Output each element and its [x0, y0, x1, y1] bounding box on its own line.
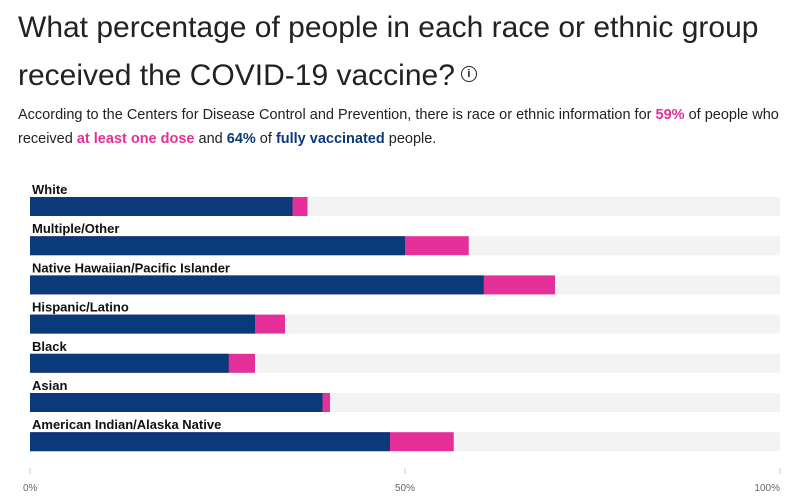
bar-fully-vaccinated-american-indian-alaska-native[interactable] [30, 432, 390, 452]
bar-fully-vaccinated-hispanic-latino[interactable] [30, 314, 255, 334]
bar-fully-vaccinated-asian[interactable] [30, 393, 323, 412]
category-label-white: White [32, 182, 67, 197]
category-label-native-hawaiian-pacific-islander: Native Hawaiian/Pacific Islander [32, 260, 230, 275]
bar-fully-vaccinated-black[interactable] [30, 353, 229, 373]
page-title: What percentage of people in each race o… [18, 4, 778, 100]
category-label-black: Black [32, 339, 67, 354]
x-tick-label-1: 50% [395, 483, 415, 494]
category-label-multiple-other: Multiple/Other [32, 221, 119, 236]
category-label-american-indian-alaska-native: American Indian/Alaska Native [32, 417, 221, 432]
subtitle-pct-full: 64% [226, 131, 256, 147]
info-circle-icon[interactable]: i [460, 66, 477, 83]
subtitle-full-label: fully vaccinated [275, 131, 385, 147]
subtitle-text-2: of people who received [18, 107, 779, 147]
subtitle-pct-one-dose: 59% [655, 107, 685, 123]
page-title-text: What percentage of people in each race o… [18, 11, 759, 92]
category-label-asian: Asian [32, 378, 67, 393]
subtitle-one-dose-label: at least one dose [76, 131, 195, 147]
x-tick-label-2: 100% [754, 483, 780, 494]
subtitle-text-3: and [194, 131, 227, 147]
subtitle-text-4: of [255, 131, 276, 147]
chart-subtitle: According to the Centers for Disease Con… [18, 103, 783, 151]
bar-fully-vaccinated-native-hawaiian-pacific-islander[interactable] [30, 275, 484, 295]
bar-fully-vaccinated-white[interactable] [30, 197, 293, 216]
bar-fully-vaccinated-multiple-other[interactable] [30, 236, 405, 256]
x-tick-label-0: 0% [23, 483, 38, 494]
subtitle-text-5: people. [384, 131, 437, 147]
category-label-hispanic-latino: Hispanic/Latino [32, 300, 129, 315]
subtitle-text-1: According to the Centers for Disease Con… [18, 107, 656, 123]
